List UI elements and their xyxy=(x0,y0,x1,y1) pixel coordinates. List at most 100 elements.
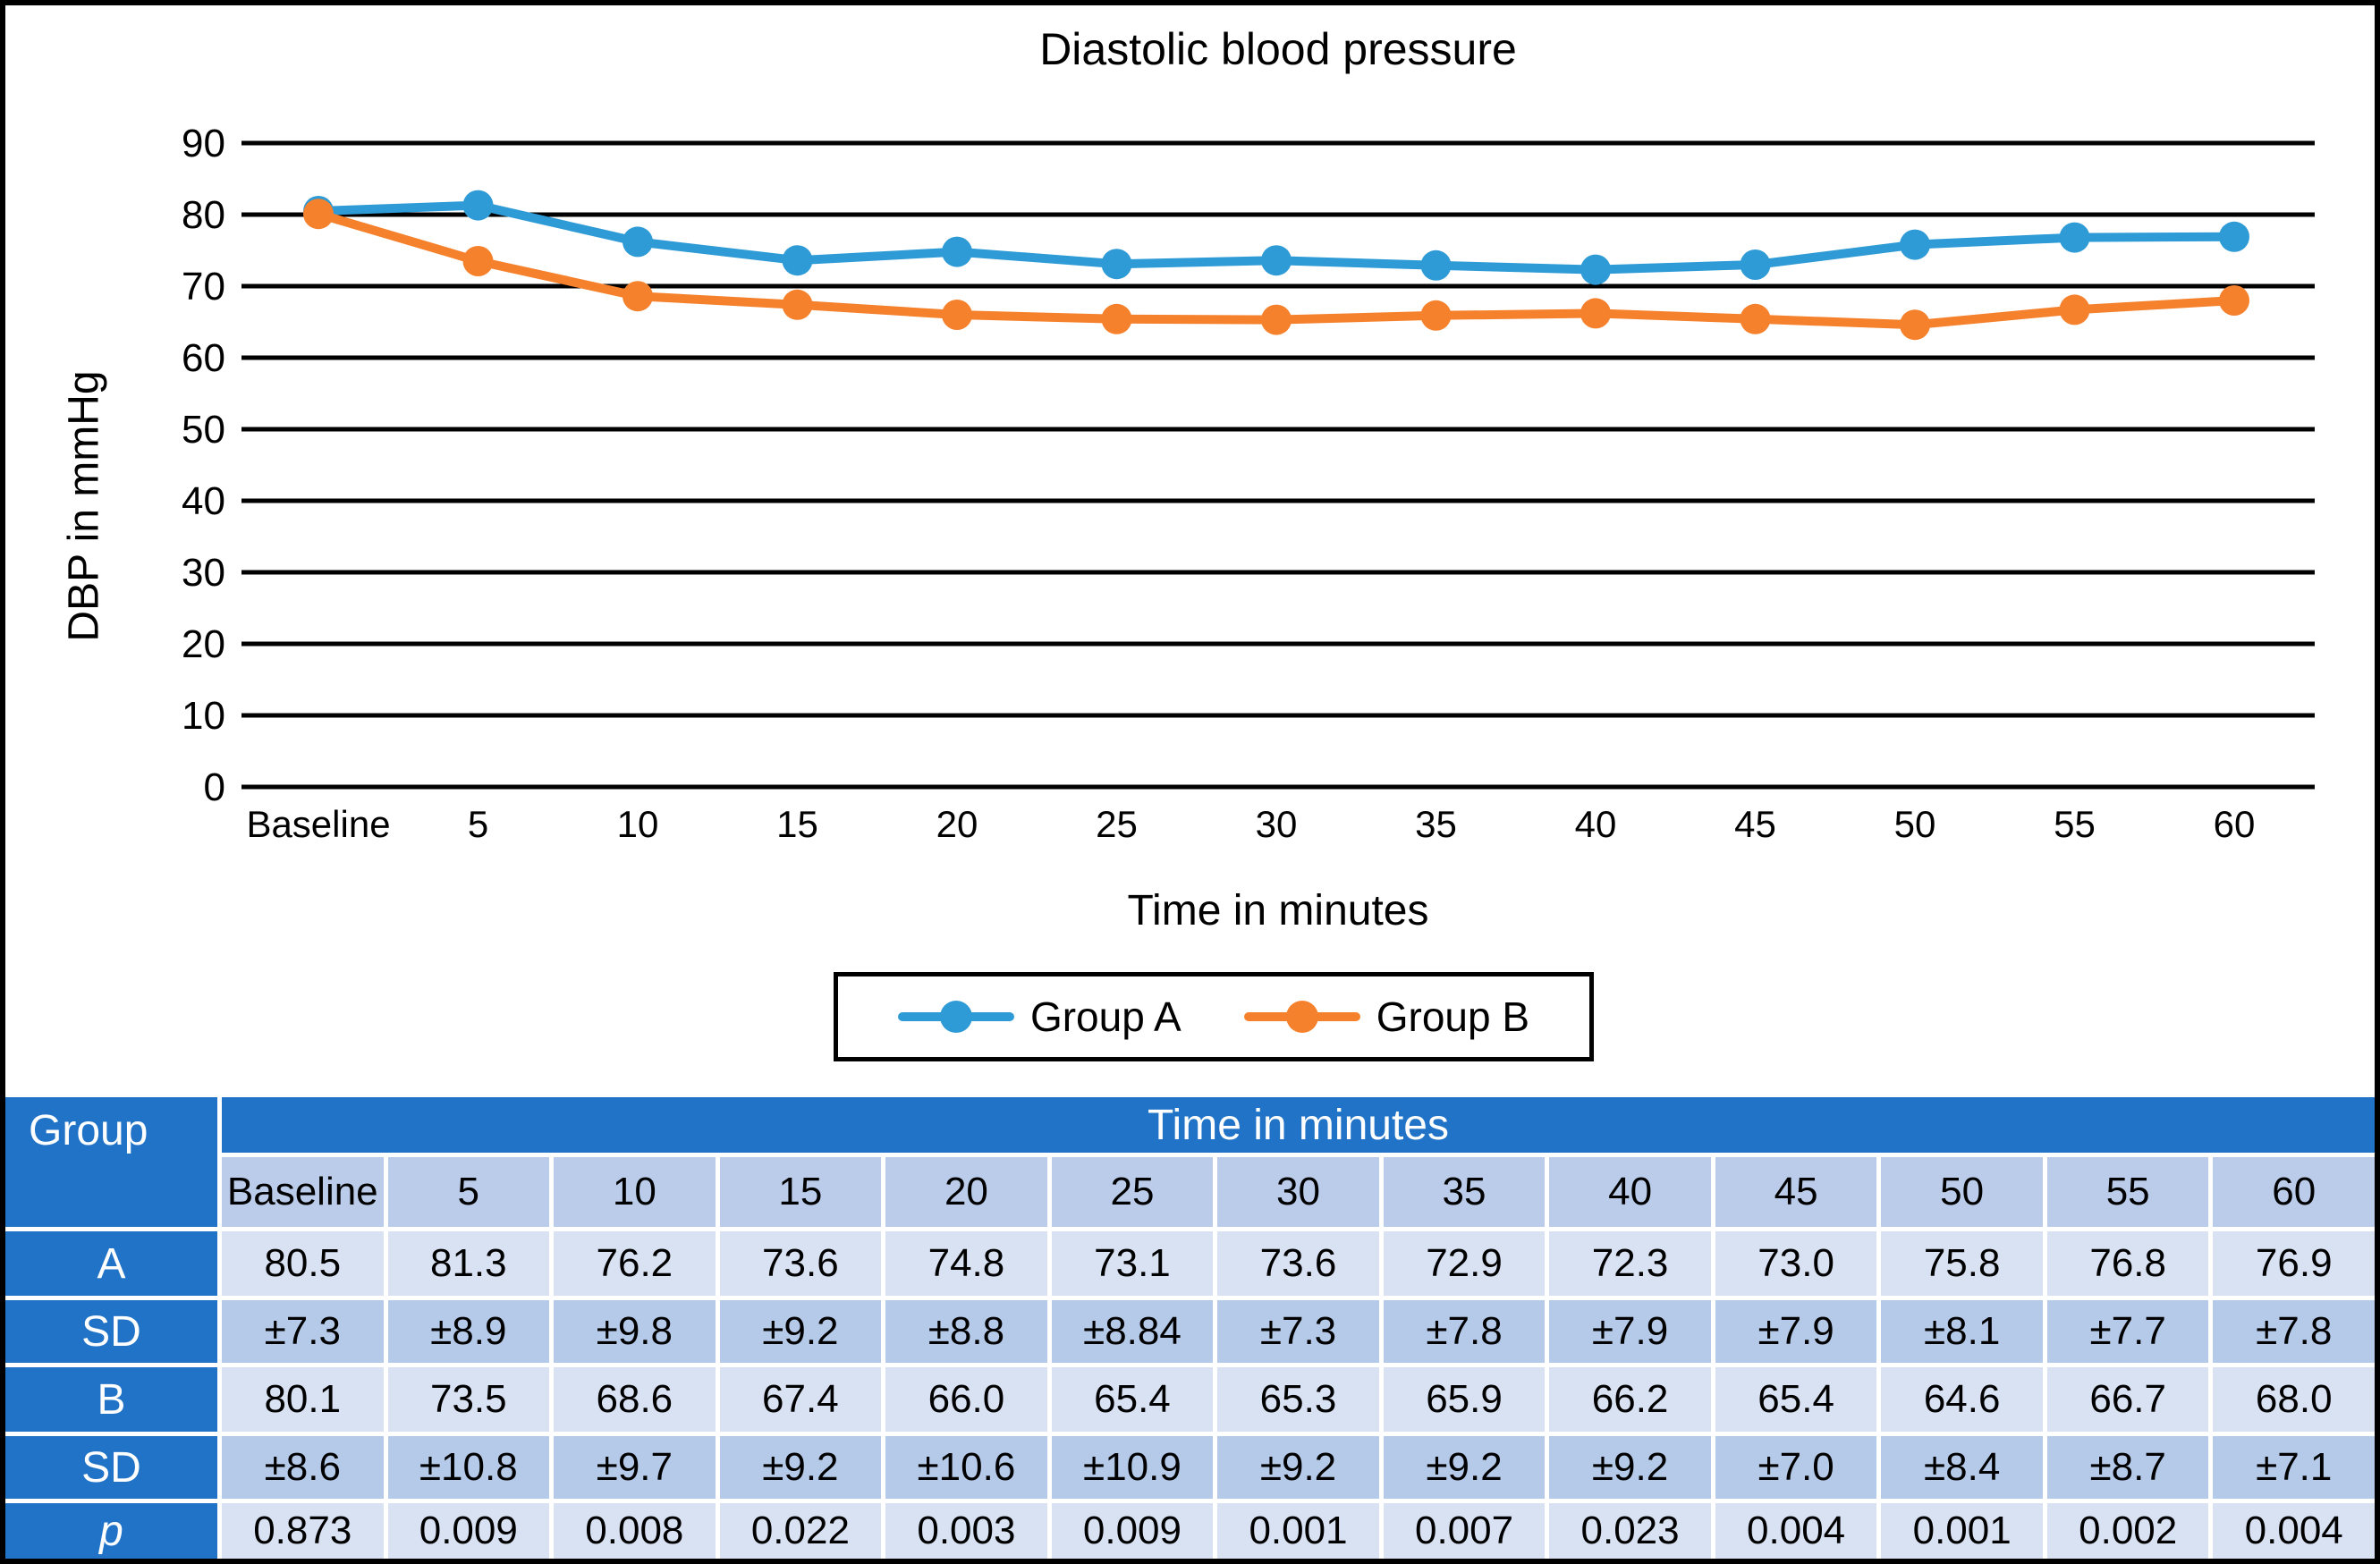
table-col-header: 60 xyxy=(2213,1157,2375,1227)
table-col-header: 40 xyxy=(1549,1157,1711,1227)
y-tick-label: 20 xyxy=(182,622,225,666)
table-cell: 0.001 xyxy=(1881,1503,2043,1559)
x-tick-label: 5 xyxy=(468,803,488,845)
series-0-point xyxy=(2059,222,2090,253)
y-tick-label: 40 xyxy=(182,479,225,523)
legend-dot-icon xyxy=(939,1001,972,1033)
series-0-point xyxy=(1900,229,1930,260)
table-cell: ±8.84 xyxy=(1051,1300,1214,1363)
table-cell: 66.7 xyxy=(2046,1367,2209,1432)
table-cell: ±9.8 xyxy=(554,1300,716,1363)
x-tick-label: 45 xyxy=(1734,803,1776,845)
table-cell: 68.0 xyxy=(2213,1367,2375,1432)
series-0-point xyxy=(462,190,494,221)
table-col-header: Baseline xyxy=(222,1157,384,1227)
table-row-label: p xyxy=(5,1503,217,1559)
table-cell: 0.009 xyxy=(387,1503,550,1559)
table-cell: ±7.1 xyxy=(2213,1436,2375,1499)
table-cell: 80.1 xyxy=(222,1367,384,1432)
series-1-point xyxy=(942,300,972,330)
table-cell: ±7.3 xyxy=(222,1300,384,1363)
table-cell: ±9.2 xyxy=(1217,1436,1379,1499)
y-tick-label: 70 xyxy=(182,265,225,309)
series-0-point xyxy=(1261,245,1292,276)
x-tick-label: 55 xyxy=(2054,803,2096,845)
x-tick-label: Baseline xyxy=(246,803,390,845)
x-tick-label: 25 xyxy=(1096,803,1138,845)
table-cell: 66.2 xyxy=(1549,1367,1711,1432)
series-1-point xyxy=(1261,304,1292,335)
table-cell: 65.4 xyxy=(1051,1367,1214,1432)
table-cell: 65.3 xyxy=(1217,1367,1379,1432)
table-cell: 73.1 xyxy=(1051,1231,1214,1296)
table-cell: 0.023 xyxy=(1549,1503,1711,1559)
table-cell: ±7.7 xyxy=(2046,1300,2209,1363)
table-cell: 73.6 xyxy=(1217,1231,1379,1296)
table-cell: 76.9 xyxy=(2213,1231,2375,1296)
table-row-label: B xyxy=(5,1367,217,1432)
table-cell: 81.3 xyxy=(387,1231,550,1296)
table-cell: ±7.9 xyxy=(1549,1300,1711,1363)
table-cell: ±9.7 xyxy=(554,1436,716,1499)
y-tick-label: 50 xyxy=(182,408,225,452)
legend-dot-icon xyxy=(1285,1001,1318,1033)
table-cell: 66.0 xyxy=(885,1367,1047,1432)
table-cell: ±7.8 xyxy=(2213,1300,2375,1363)
x-tick-label: 60 xyxy=(2214,803,2256,845)
series-0-point xyxy=(1420,249,1452,281)
table-row-label: SD xyxy=(5,1300,217,1363)
series-1-point xyxy=(1101,303,1132,334)
series-1-point xyxy=(1580,298,1611,329)
table-cell: ±9.2 xyxy=(719,1300,882,1363)
legend-line-marker-icon xyxy=(897,1001,1014,1033)
table-cell: 0.003 xyxy=(885,1503,1047,1559)
table-cell: 73.6 xyxy=(719,1231,882,1296)
table-row-label: A xyxy=(5,1231,217,1296)
y-tick-label: 30 xyxy=(182,551,225,595)
table-cell: ±7.0 xyxy=(1715,1436,1877,1499)
legend-item-1: Group B xyxy=(1243,993,1530,1041)
x-tick-label: 20 xyxy=(936,803,978,845)
table-cell: ±7.9 xyxy=(1715,1300,1877,1363)
series-1-point xyxy=(1420,300,1452,331)
table-cell: ±7.8 xyxy=(1383,1300,1546,1363)
table-cell: 0.004 xyxy=(2213,1503,2375,1559)
series-1-point xyxy=(782,289,813,320)
series-0-point xyxy=(1101,249,1132,280)
table-cell: 64.6 xyxy=(1881,1367,2043,1432)
legend: Group A Group B xyxy=(834,972,1594,1061)
table-cell: 0.002 xyxy=(2046,1503,2209,1559)
table-cell: 65.4 xyxy=(1715,1367,1877,1432)
table-cell: 75.8 xyxy=(1881,1231,2043,1296)
table-cell: ±8.7 xyxy=(2046,1436,2209,1499)
x-tick-label: 50 xyxy=(1894,803,1936,845)
table-cell: 65.9 xyxy=(1383,1367,1546,1432)
table-cell: 74.8 xyxy=(885,1231,1047,1296)
table-cell: ±9.2 xyxy=(719,1436,882,1499)
legend-label: Group A xyxy=(1029,993,1182,1040)
table-col-header: 20 xyxy=(885,1157,1047,1227)
table-col-header: 5 xyxy=(387,1157,550,1227)
line-chart: Diastolic blood pressure DBP in mmHg 90 8… xyxy=(5,5,2375,1097)
table-cell: 76.2 xyxy=(554,1231,716,1296)
x-tick-label: 10 xyxy=(617,803,659,845)
table-span-header: Time in minutes xyxy=(222,1097,2375,1153)
series-0-point xyxy=(1580,254,1611,285)
table-cell: ±7.3 xyxy=(1217,1300,1379,1363)
table-cell: 80.5 xyxy=(222,1231,384,1296)
table-cell: 0.873 xyxy=(222,1503,384,1559)
table-cell: 76.8 xyxy=(2046,1231,2209,1296)
x-tick-label: 35 xyxy=(1415,803,1457,845)
series-0-point xyxy=(782,245,813,276)
table-cell: 0.004 xyxy=(1715,1503,1877,1559)
table-cell: ±10.6 xyxy=(885,1436,1047,1499)
table-cell: 73.5 xyxy=(387,1367,550,1432)
table-col-header: 25 xyxy=(1051,1157,1214,1227)
chart-title: Diastolic blood pressure xyxy=(1039,24,1517,74)
table-col-header: 10 xyxy=(554,1157,716,1227)
table-cell: ±9.2 xyxy=(1549,1436,1711,1499)
series-0-point xyxy=(942,236,972,267)
table-cell: ±8.9 xyxy=(387,1300,550,1363)
legend-label: Group B xyxy=(1376,993,1530,1040)
